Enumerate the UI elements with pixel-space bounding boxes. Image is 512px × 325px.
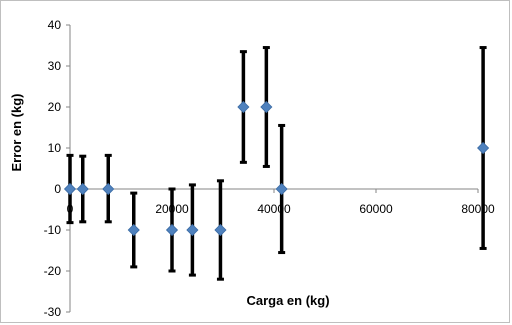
x-tick-label: 80000 xyxy=(461,202,495,216)
axes xyxy=(66,24,479,313)
data-point xyxy=(186,223,199,237)
x-tick-label: 60000 xyxy=(359,202,393,216)
y-tick-label: -20 xyxy=(44,264,62,278)
data-point xyxy=(477,141,490,155)
data-point xyxy=(260,100,273,114)
y-tick-label: 0 xyxy=(54,182,61,196)
data-point xyxy=(275,182,288,196)
y-tick-label: 10 xyxy=(48,141,62,155)
y-axis-title: Error en (kg) xyxy=(9,93,24,171)
y-tick-label: 40 xyxy=(48,18,62,32)
data-point xyxy=(102,182,115,196)
data-markers xyxy=(63,100,490,237)
data-point xyxy=(76,182,89,196)
y-tick-label: -30 xyxy=(44,305,62,319)
data-point xyxy=(127,223,140,237)
y-tick-label: 20 xyxy=(48,100,62,114)
y-tick-label: -10 xyxy=(44,223,62,237)
data-point xyxy=(63,182,77,196)
data-point xyxy=(237,100,250,114)
y-tick-label: 30 xyxy=(48,59,62,73)
x-axis-title: Carga en (kg) xyxy=(246,293,329,308)
error-bars xyxy=(66,46,487,281)
x-tick-label: 40000 xyxy=(257,202,291,216)
y-tick-labels: -30 -20 -10 0 10 20 30 40 xyxy=(44,18,62,319)
data-point xyxy=(165,223,179,237)
data-point xyxy=(214,223,227,237)
